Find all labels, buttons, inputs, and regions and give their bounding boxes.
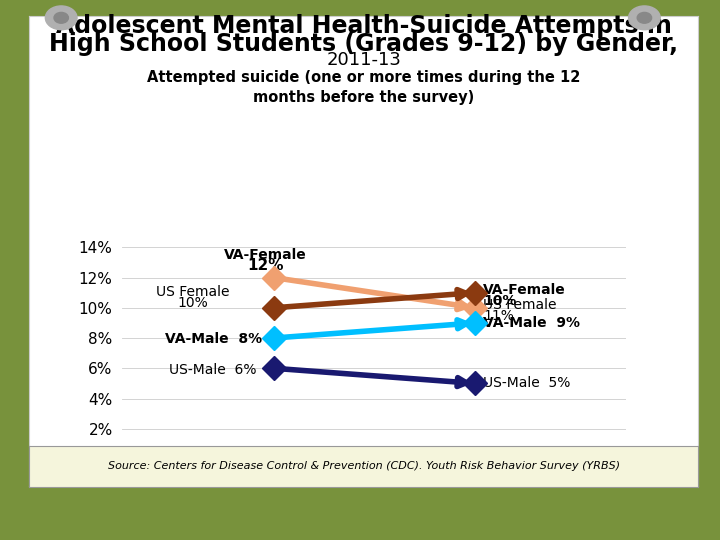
Text: VA-Male  9%: VA-Male 9% — [483, 316, 580, 330]
Text: 11%: 11% — [483, 308, 514, 322]
Text: Adolescent Mental Health-Suicide Attempts in: Adolescent Mental Health-Suicide Attempt… — [55, 14, 672, 37]
Text: VA-Male  8%: VA-Male 8% — [165, 332, 261, 346]
Text: 2011-13: 2011-13 — [326, 51, 401, 69]
Text: Source: Centers for Disease Control & Prevention (CDC). Youth Risk Behavior Surv: Source: Centers for Disease Control & Pr… — [107, 461, 620, 471]
Text: Attempted suicide (one or more times during the 12
months before the survey): Attempted suicide (one or more times dur… — [147, 70, 580, 105]
Text: VA-Female: VA-Female — [483, 283, 566, 297]
Text: 10%: 10% — [483, 294, 517, 308]
Text: VA-Female: VA-Female — [224, 248, 307, 262]
Text: US Female: US Female — [156, 286, 230, 300]
Text: US-Male  5%: US-Male 5% — [483, 376, 571, 390]
Text: 12%: 12% — [247, 258, 284, 273]
Text: High School Students (Grades 9-12) by Gender,: High School Students (Grades 9-12) by Ge… — [49, 32, 678, 56]
Text: US Female: US Female — [483, 298, 557, 312]
Text: 10%: 10% — [178, 296, 208, 310]
Text: US-Male  6%: US-Male 6% — [169, 362, 257, 376]
